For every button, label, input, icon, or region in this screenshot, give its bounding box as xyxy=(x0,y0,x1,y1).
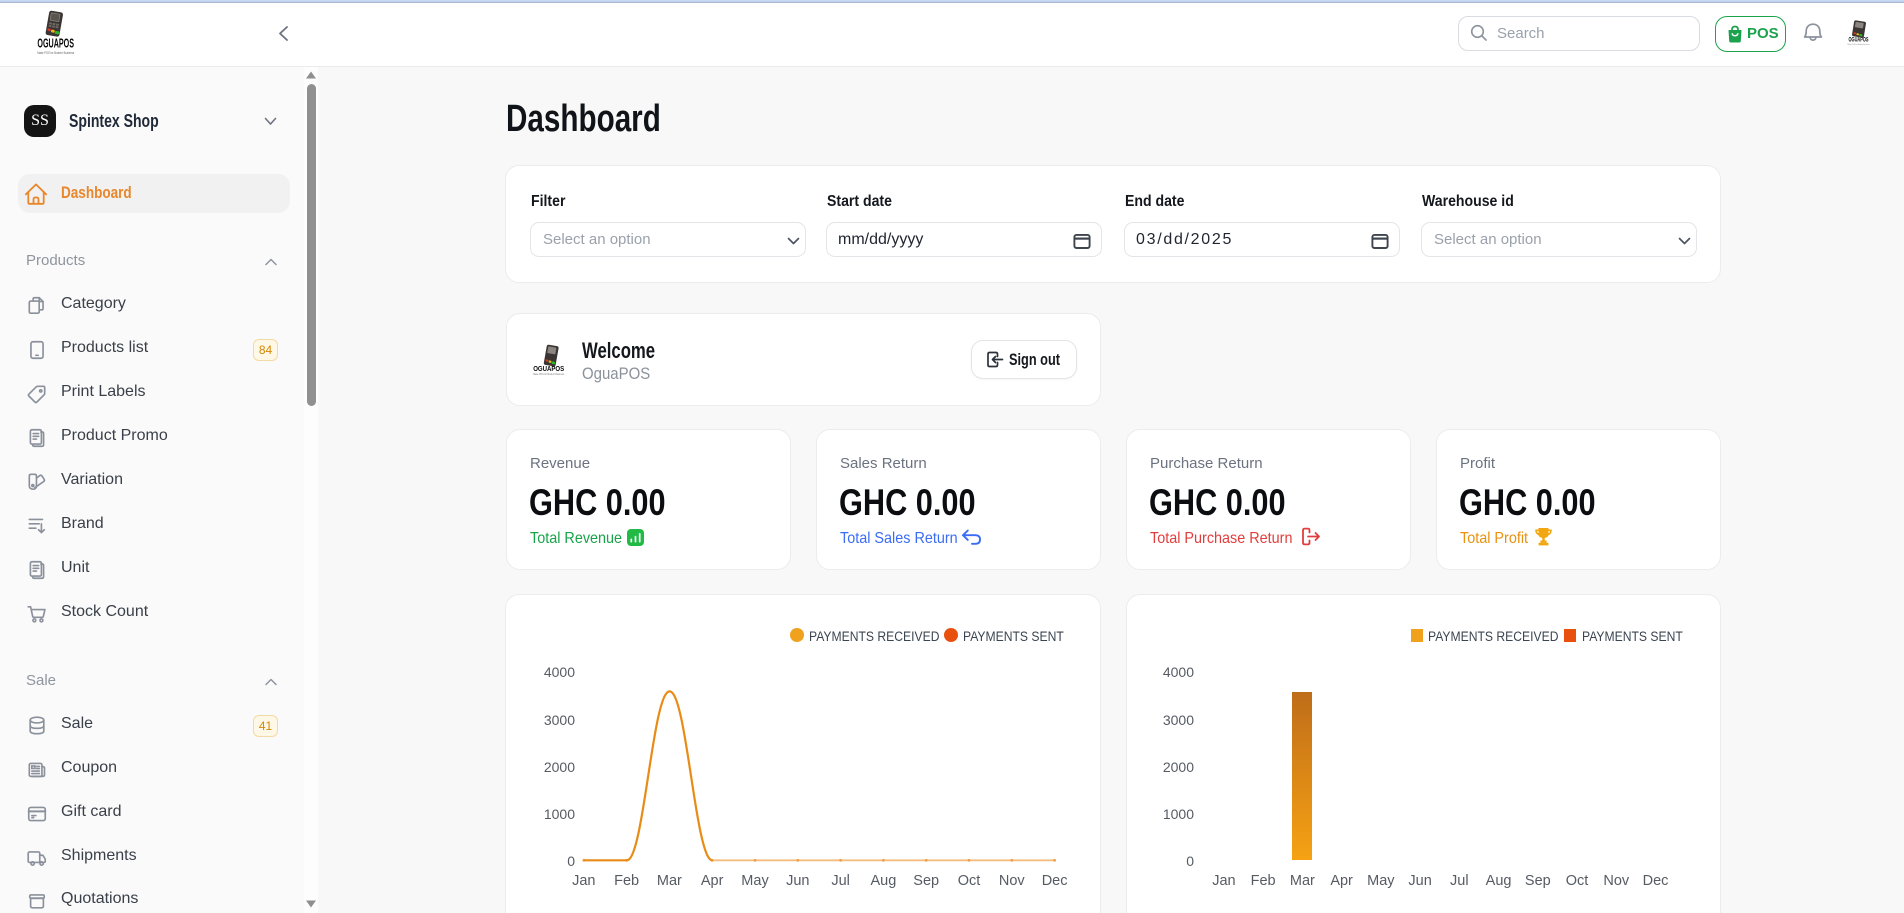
svg-text:OGUAPOS: OGUAPOS xyxy=(37,36,74,51)
svg-text:OGUAPOS: OGUAPOS xyxy=(533,364,564,373)
svg-text:OGUAPOS: OGUAPOS xyxy=(1849,37,1869,44)
svg-text:Make POS for Modern Business: Make POS for Modern Business xyxy=(37,51,74,55)
svg-text:Make POS for Modern Business: Make POS for Modern Business xyxy=(1848,43,1870,46)
svg-text:Make POS for Modern Business: Make POS for Modern Business xyxy=(533,373,565,376)
